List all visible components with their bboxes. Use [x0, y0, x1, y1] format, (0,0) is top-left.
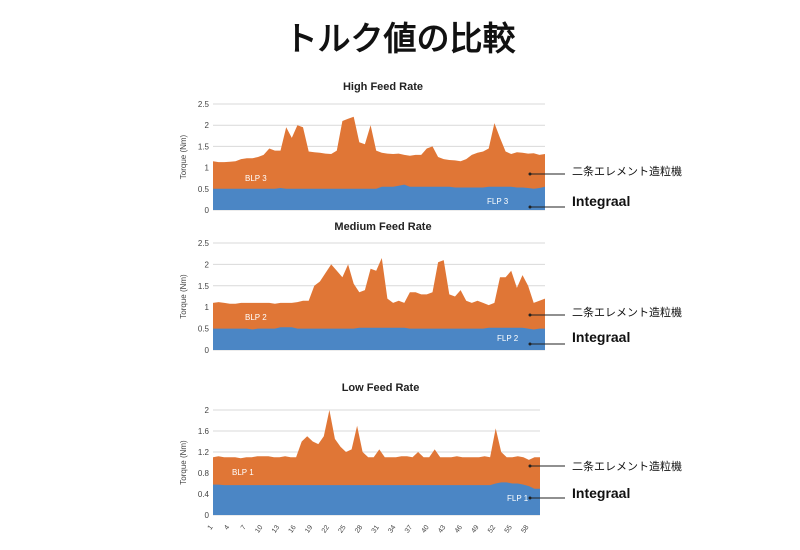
x-tick-label: 40	[421, 524, 431, 534]
y-tick-label: 0.4	[198, 490, 210, 499]
y-tick-label: 1.6	[198, 427, 210, 436]
series-area-flp-3	[213, 184, 545, 210]
series-label: FLP 3	[487, 197, 509, 206]
y-tick-label: 1.5	[198, 282, 210, 291]
chart-title: High Feed Rate	[343, 81, 423, 93]
x-tick-label: 31	[371, 524, 381, 534]
y-tick-label: 0.5	[198, 185, 210, 194]
y-tick-label: 2	[205, 260, 210, 269]
series-area-flp-1	[213, 482, 540, 515]
series-label: BLP 1	[232, 468, 254, 477]
x-tick-label: 13	[271, 524, 281, 534]
x-tick-label: 10	[254, 524, 264, 534]
page-title: トルク値の比較	[284, 19, 516, 58]
x-tick-label: 28	[354, 524, 364, 534]
x-tick-label: 34	[387, 524, 397, 534]
chart-title: Medium Feed Rate	[334, 221, 431, 233]
annotation-label: Integraal	[572, 329, 630, 345]
y-tick-label: 0.8	[198, 469, 210, 478]
annotation-label: Integraal	[572, 485, 630, 501]
series-label: FLP 1	[507, 494, 529, 503]
series-area-blp-2	[213, 258, 545, 350]
x-tick-label: 16	[288, 524, 298, 534]
x-tick-label: 58	[520, 524, 530, 534]
y-tick-label: 2.5	[198, 100, 210, 109]
x-tick-label: 4	[223, 524, 231, 531]
series-area-flp-2	[213, 327, 545, 350]
x-tick-label: 22	[321, 524, 331, 534]
x-tick-label: 7	[240, 524, 248, 531]
x-tick-label: 49	[470, 524, 480, 534]
annotation-label: 二条エレメント造粒機	[572, 164, 682, 178]
series-label: FLP 2	[497, 334, 519, 343]
y-tick-label: 0	[205, 206, 210, 215]
series-area-blp-3	[213, 116, 545, 210]
y-tick-label: 0	[205, 511, 210, 520]
chart-title: Low Feed Rate	[342, 382, 420, 394]
series-label: BLP 3	[245, 174, 267, 183]
annotation-label: 二条エレメント造粒機	[572, 305, 682, 319]
y-axis-label: Torque (Nm)	[179, 274, 188, 319]
x-tick-label: 43	[437, 524, 447, 534]
x-tick-label: 52	[487, 524, 497, 534]
y-tick-label: 0	[205, 346, 210, 355]
y-tick-label: 2.5	[198, 239, 210, 248]
y-axis-label: Torque (Nm)	[179, 134, 188, 179]
annotation-label: 二条エレメント造粒機	[572, 459, 682, 473]
chart-panel: High Feed Rate 0 0.5 1 1.5 2 2.5 Torque (Nm) BLP…	[179, 81, 682, 215]
x-tick-label: 1	[207, 524, 215, 531]
x-tick-label: 55	[504, 524, 514, 534]
chart-panel: Medium Feed Rate 0 0.5 1 1.5 2 2.5 Torque (Nm) B…	[179, 221, 682, 355]
y-tick-label: 1	[205, 164, 210, 173]
annotation-label: Integraal	[572, 193, 630, 209]
x-tick-label: 37	[404, 524, 414, 534]
series-label: BLP 2	[245, 313, 267, 322]
x-tick-label: 19	[304, 524, 314, 534]
y-tick-label: 2	[205, 406, 210, 415]
y-tick-label: 1	[205, 303, 210, 312]
y-tick-label: 1.5	[198, 142, 210, 151]
x-tick-label: 25	[337, 524, 347, 534]
y-tick-label: 0.5	[198, 325, 210, 334]
y-axis-label: Torque (Nm)	[179, 440, 188, 485]
x-tick-label: 46	[454, 524, 464, 534]
chart-panel: Low Feed Rate 0 0.4 0.8 1.2 1.6 2 Torque (Nm) BL…	[179, 382, 682, 535]
y-tick-label: 1.2	[198, 448, 210, 457]
y-tick-label: 2	[205, 121, 210, 130]
